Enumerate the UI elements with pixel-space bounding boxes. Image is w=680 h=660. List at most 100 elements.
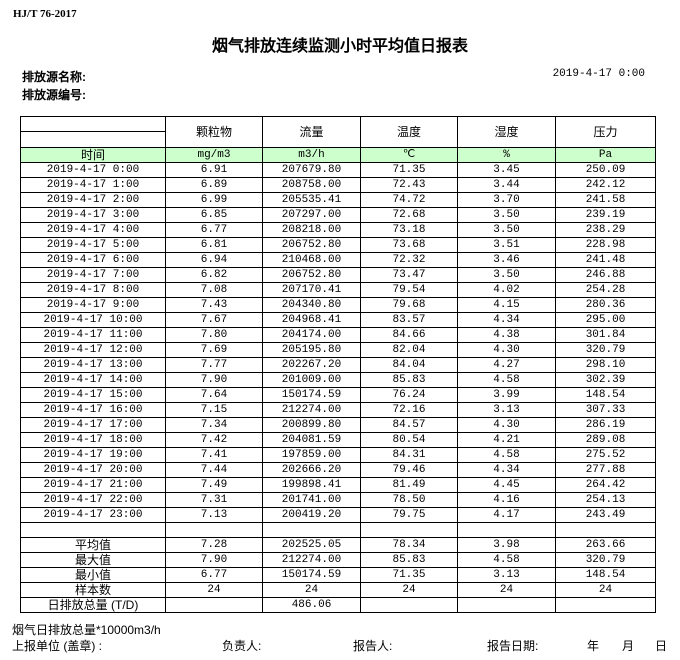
report-datetime: 2019-4-17 0:00 bbox=[552, 68, 645, 80]
value-cell: 242.12 bbox=[555, 177, 656, 193]
value-cell: 6.82 bbox=[165, 267, 263, 283]
value-cell: 73.68 bbox=[360, 237, 458, 253]
value-cell: 263.66 bbox=[555, 537, 656, 553]
table-row: 2019-4-17 14:00 7.90 201009.00 85.83 4.58 302… bbox=[20, 372, 656, 388]
value-cell: 7.44 bbox=[165, 462, 263, 478]
value-cell: 6.99 bbox=[165, 192, 263, 208]
value-cell: 298.10 bbox=[555, 357, 656, 373]
value-cell: 320.79 bbox=[555, 342, 656, 358]
value-cell: 24 bbox=[262, 582, 361, 598]
year-label: 年 bbox=[587, 639, 600, 653]
value-cell: 208758.00 bbox=[262, 177, 361, 193]
row-label-cell: 2019-4-17 13:00 bbox=[20, 357, 166, 373]
responsible-label: 负责人: bbox=[222, 639, 262, 653]
unit-cell: Pa bbox=[555, 147, 656, 163]
value-cell: 7.43 bbox=[165, 297, 263, 313]
value-cell: 204340.80 bbox=[262, 297, 361, 313]
table-row: 2019-4-17 8:00 7.08 207170.41 79.54 4.02 254.… bbox=[20, 282, 656, 298]
value-cell bbox=[457, 597, 556, 613]
table-row: 2019-4-17 13:00 7.77 202267.20 84.04 4.27 298… bbox=[20, 357, 656, 373]
row-label-cell: 2019-4-17 11:00 bbox=[20, 327, 166, 343]
value-cell: 286.19 bbox=[555, 417, 656, 433]
row-label-cell: 2019-4-17 6:00 bbox=[20, 252, 166, 268]
month-label: 月 bbox=[622, 639, 635, 653]
value-cell: 7.42 bbox=[165, 432, 263, 448]
row-label-cell: 2019-4-17 0:00 bbox=[20, 162, 166, 178]
table-row: 2019-4-17 10:00 7.67 204968.41 83.57 4.34 295… bbox=[20, 312, 656, 328]
value-cell: 7.13 bbox=[165, 507, 263, 523]
value-cell: 3.13 bbox=[457, 402, 556, 418]
value-cell bbox=[555, 597, 656, 613]
value-cell: 3.45 bbox=[457, 162, 556, 178]
value-cell: 3.70 bbox=[457, 192, 556, 208]
table-row: 2019-4-17 0:00 6.91 207679.80 71.35 3.45 250.… bbox=[20, 162, 656, 178]
value-cell: 4.34 bbox=[457, 462, 556, 478]
value-cell: 4.58 bbox=[457, 447, 556, 463]
header-cell: 颗粒物 bbox=[165, 116, 263, 148]
value-cell: 254.28 bbox=[555, 282, 656, 298]
value-cell: 72.32 bbox=[360, 252, 458, 268]
summary-row: 平均值 7.28 202525.05 78.34 3.98 263.66 bbox=[20, 537, 656, 553]
header-cell: 压力 bbox=[555, 116, 656, 148]
value-cell: 4.58 bbox=[457, 552, 556, 568]
value-cell: 73.47 bbox=[360, 267, 458, 283]
table-row: 2019-4-17 7:00 6.82 206752.80 73.47 3.50 246.… bbox=[20, 267, 656, 283]
row-label-cell: 2019-4-17 3:00 bbox=[20, 207, 166, 223]
value-cell: 78.50 bbox=[360, 492, 458, 508]
value-cell: 302.39 bbox=[555, 372, 656, 388]
value-cell bbox=[262, 522, 361, 538]
row-label-cell: 2019-4-17 10:00 bbox=[20, 312, 166, 328]
value-cell: 4.27 bbox=[457, 357, 556, 373]
value-cell: 7.69 bbox=[165, 342, 263, 358]
table-row: 2019-4-17 12:00 7.69 205195.80 82.04 4.30 320… bbox=[20, 342, 656, 358]
value-cell: 24 bbox=[555, 582, 656, 598]
value-cell: 6.85 bbox=[165, 207, 263, 223]
value-cell bbox=[360, 597, 458, 613]
unit-cell: m3/h bbox=[262, 147, 361, 163]
value-cell: 6.77 bbox=[165, 222, 263, 238]
value-cell: 241.48 bbox=[555, 252, 656, 268]
value-cell: 205535.41 bbox=[262, 192, 361, 208]
value-cell: 200419.20 bbox=[262, 507, 361, 523]
value-cell: 202666.20 bbox=[262, 462, 361, 478]
value-cell: 6.77 bbox=[165, 567, 263, 583]
row-label-cell: 2019-4-17 18:00 bbox=[20, 432, 166, 448]
value-cell: 84.04 bbox=[360, 357, 458, 373]
value-cell: 277.88 bbox=[555, 462, 656, 478]
reporting-unit-label: 上报单位 (盖章) : bbox=[12, 639, 102, 653]
value-cell: 4.30 bbox=[457, 342, 556, 358]
value-cell: 295.00 bbox=[555, 312, 656, 328]
header-cell: 流量 bbox=[262, 116, 361, 148]
row-label-cell: 最小值 bbox=[20, 567, 166, 583]
value-cell: 85.83 bbox=[360, 372, 458, 388]
value-cell: 204968.41 bbox=[262, 312, 361, 328]
value-cell: 212274.00 bbox=[262, 552, 361, 568]
value-cell: 4.02 bbox=[457, 282, 556, 298]
report-table: 颗粒物 流量 温度 湿度 压力 时间 mg/m3 m3/h ℃ % Pa 201… bbox=[20, 116, 656, 613]
value-cell: 7.90 bbox=[165, 552, 263, 568]
value-cell: 71.35 bbox=[360, 162, 458, 178]
row-label-cell: 2019-4-17 21:00 bbox=[20, 477, 166, 493]
row-label-cell: 2019-4-17 17:00 bbox=[20, 417, 166, 433]
blank-row bbox=[20, 522, 656, 538]
value-cell: 84.66 bbox=[360, 327, 458, 343]
row-label-cell: 2019-4-17 5:00 bbox=[20, 237, 166, 253]
value-cell: 7.15 bbox=[165, 402, 263, 418]
value-cell: 79.54 bbox=[360, 282, 458, 298]
row-label-cell: 2019-4-17 1:00 bbox=[20, 177, 166, 193]
value-cell: 201741.00 bbox=[262, 492, 361, 508]
value-cell: 205195.80 bbox=[262, 342, 361, 358]
value-cell bbox=[555, 522, 656, 538]
value-cell: 7.64 bbox=[165, 387, 263, 403]
value-cell: 207679.80 bbox=[262, 162, 361, 178]
value-cell: 4.15 bbox=[457, 297, 556, 313]
row-label-cell: 平均值 bbox=[20, 537, 166, 553]
value-cell: 6.81 bbox=[165, 237, 263, 253]
row-label-cell: 2019-4-17 14:00 bbox=[20, 372, 166, 388]
report-title: 烟气排放连续监测小时平均值日报表 bbox=[211, 38, 468, 55]
header-cell: 温度 bbox=[360, 116, 458, 148]
summary-row: 最小值 6.77 150174.59 71.35 3.13 148.54 bbox=[20, 567, 656, 583]
footer-note: 烟气日排放总量*10000m3/h bbox=[12, 623, 161, 637]
value-cell: 3.44 bbox=[457, 177, 556, 193]
value-cell: 7.77 bbox=[165, 357, 263, 373]
